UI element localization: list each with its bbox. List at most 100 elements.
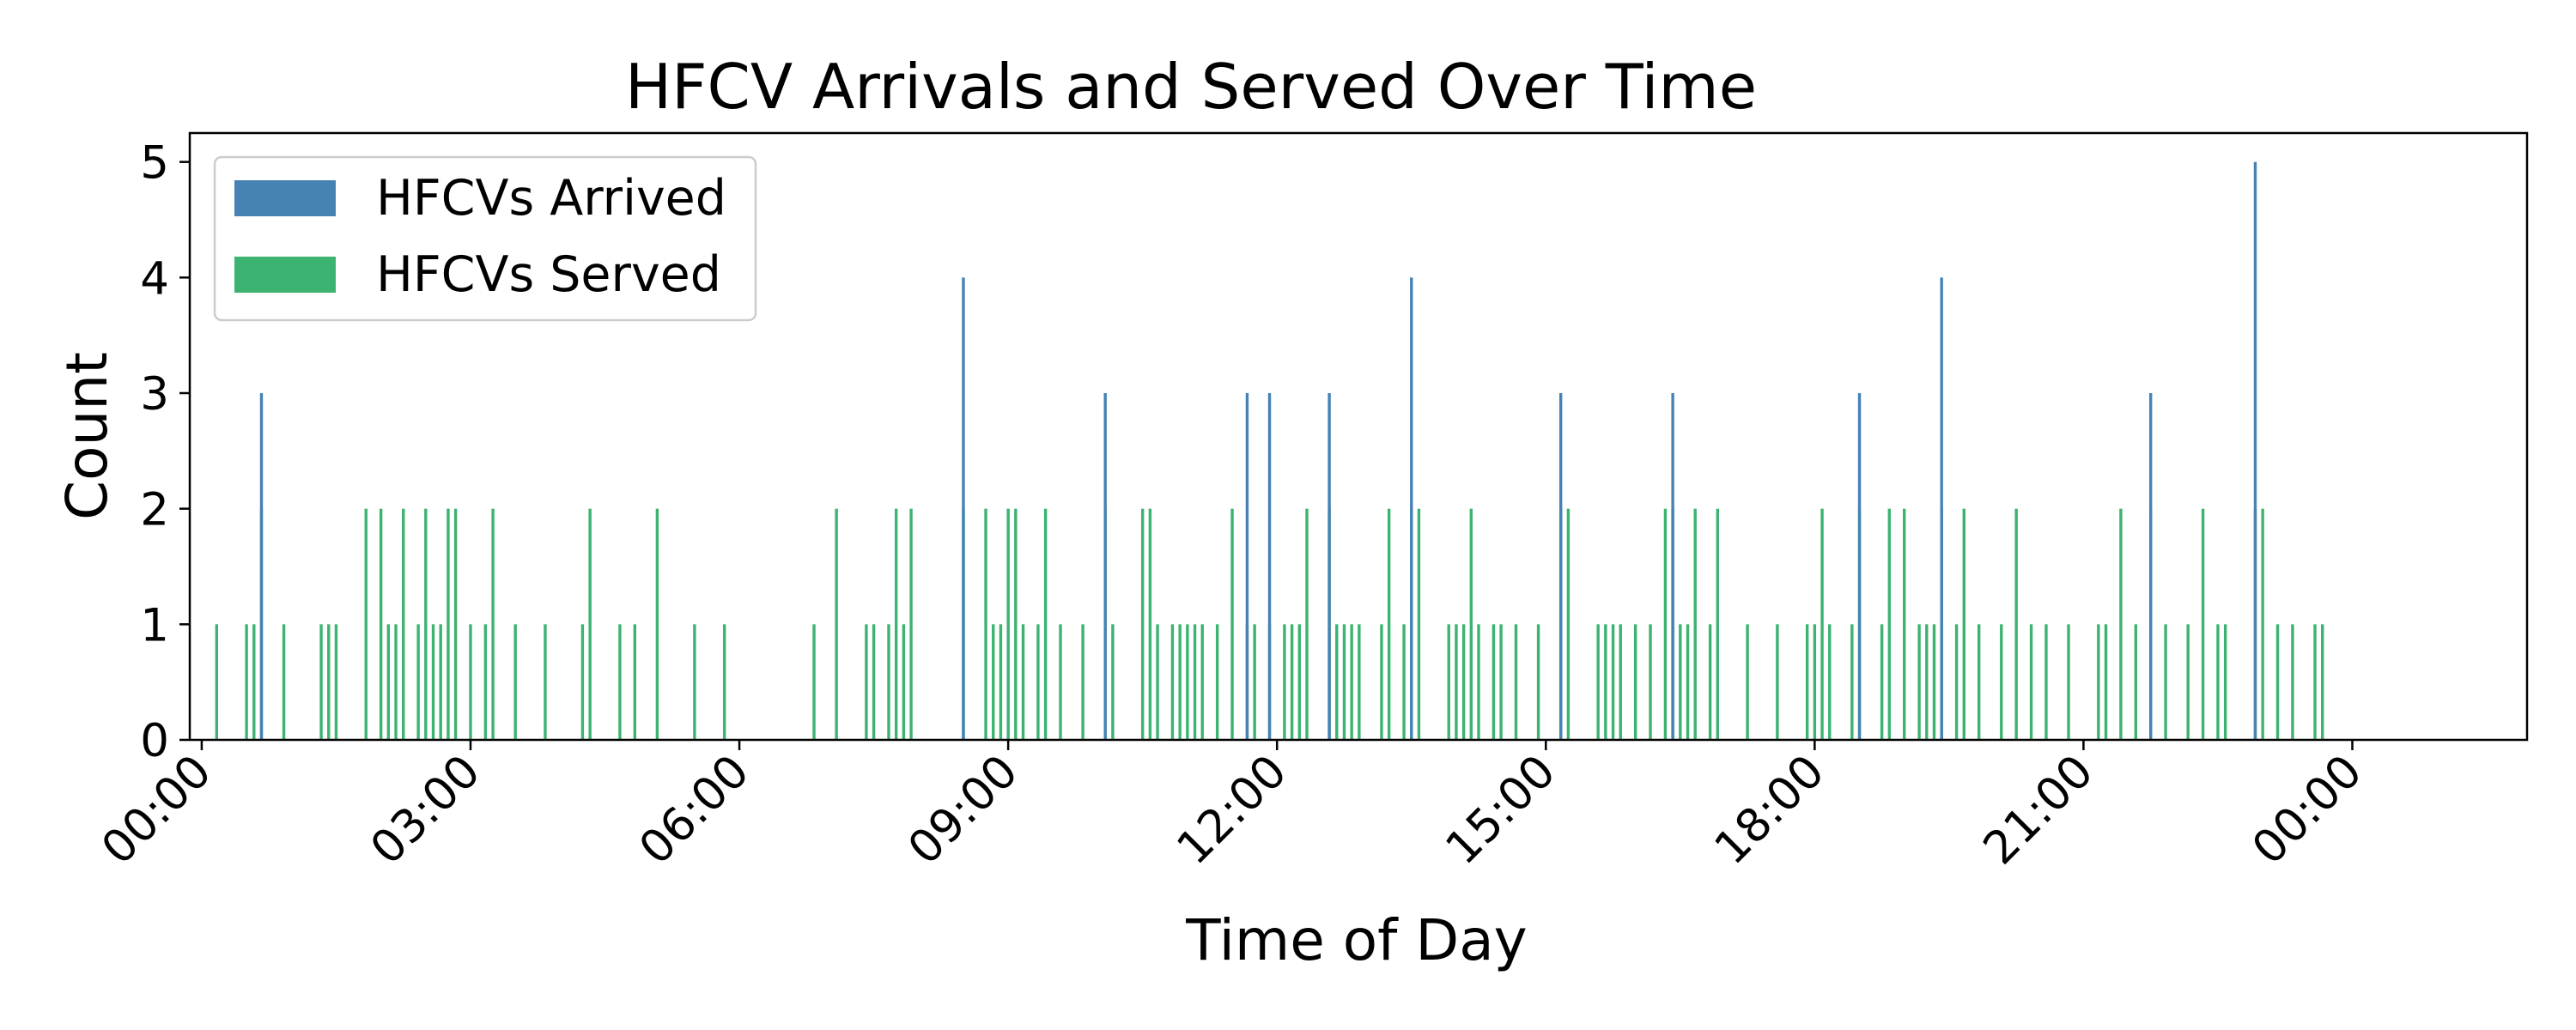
served-bar-23 [544,624,547,740]
served-bar-11 [394,624,398,740]
served-bar-30 [722,624,726,740]
served-bar-90 [1596,624,1600,740]
served-bar-71 [1342,624,1346,740]
served-bar-120 [1977,624,1981,740]
served-bar-68 [1305,508,1309,740]
legend-frame [213,155,757,322]
served-bar-56 [1178,624,1182,740]
x-axis-label: Time of Day [1185,907,1527,973]
served-bar-26 [618,624,622,740]
served-bar-100 [1693,508,1697,740]
served-bar-114 [1917,624,1921,740]
served-bar-18 [453,508,458,740]
served-bar-20 [483,624,488,740]
served-bar-113 [1903,508,1906,740]
served-bar-86 [1514,624,1518,740]
served-bar-36 [894,508,898,740]
served-bar-106 [1813,624,1817,740]
served-bar-67 [1297,624,1301,740]
arrived-bar-4 [1267,393,1272,740]
served-bar-122 [2014,508,2018,740]
served-bar-35 [887,624,890,740]
served-bar-99 [1686,624,1690,740]
served-bar-93 [1619,624,1622,740]
served-bar-49 [1081,624,1084,740]
y-tick-label: 1 [140,599,169,651]
served-bar-8 [364,508,368,740]
served-bar-131 [2164,624,2167,740]
arrived-bar-12 [2253,161,2257,740]
served-bar-98 [1679,624,1682,740]
arrived-bar-8 [1671,393,1674,740]
served-bar-123 [2029,624,2033,740]
served-bar-6 [327,624,331,740]
legend-label-served: HFCVs Served [376,246,721,303]
served-bar-85 [1499,624,1503,740]
served-bar-75 [1387,508,1391,740]
served-bar-55 [1170,624,1175,740]
served-bar-28 [655,508,659,740]
served-bar-129 [2134,624,2138,740]
served-bar-73 [1358,624,1361,740]
legend: HFCVs Arrived HFCVs Served [213,155,757,322]
served-bar-58 [1193,624,1197,740]
served-bar-118 [1954,624,1959,740]
served-bar-63 [1253,624,1256,740]
served-bar-66 [1290,624,1294,740]
served-bar-83 [1477,624,1480,740]
served-bar-16 [439,624,442,740]
y-tick-label: 3 [140,368,169,421]
served-bar-103 [1746,624,1749,740]
served-bar-21 [491,508,495,740]
served-bar-47 [1043,508,1048,740]
served-bar-84 [1492,624,1496,740]
arrived-bars-group [259,161,2257,740]
served-bar-72 [1350,624,1353,740]
served-bar-61 [1230,508,1234,740]
served-bar-65 [1283,624,1286,740]
served-bar-10 [386,624,391,740]
served-bar-38 [909,508,913,740]
served-bar-57 [1186,624,1189,740]
served-bar-125 [2067,624,2070,740]
served-bar-52 [1140,508,1145,740]
served-bar-48 [1059,624,1062,740]
served-bar-9 [379,508,383,740]
served-bar-79 [1447,624,1450,740]
y-tick-label: 2 [140,484,169,536]
served-bar-41 [992,624,995,740]
served-bar-115 [1925,624,1929,740]
served-bar-107 [1820,508,1824,740]
served-bar-4 [282,624,286,740]
served-bar-5 [319,624,323,740]
served-bar-126 [2097,624,2100,740]
served-bar-54 [1156,624,1159,740]
arrived-bar-6 [1410,277,1413,740]
served-bar-34 [872,624,876,740]
served-bar-53 [1148,508,1152,740]
served-bar-14 [424,508,428,740]
arrived-bar-2 [1103,393,1107,740]
served-bar-141 [2321,624,2324,740]
served-bar-108 [1828,624,1832,740]
served-bar-78 [1417,508,1421,740]
legend-swatch-arrived [234,180,336,216]
served-bar-94 [1633,624,1637,740]
arrived-bar-3 [1245,393,1249,740]
served-bar-60 [1215,624,1219,740]
served-bar-25 [588,508,592,740]
served-bar-33 [865,624,868,740]
legend-swatch-served [234,257,336,293]
arrived-bar-11 [2148,393,2153,740]
served-bar-32 [835,508,838,740]
served-bar-31 [812,624,816,740]
plot-area-frame [188,131,2529,742]
served-bar-87 [1536,624,1540,740]
arrived-bar-5 [1327,393,1331,740]
served-bar-116 [1932,624,1936,740]
served-bar-133 [2201,508,2205,740]
served-bar-24 [580,624,585,740]
served-bar-102 [1716,508,1720,740]
served-bar-59 [1200,624,1204,740]
